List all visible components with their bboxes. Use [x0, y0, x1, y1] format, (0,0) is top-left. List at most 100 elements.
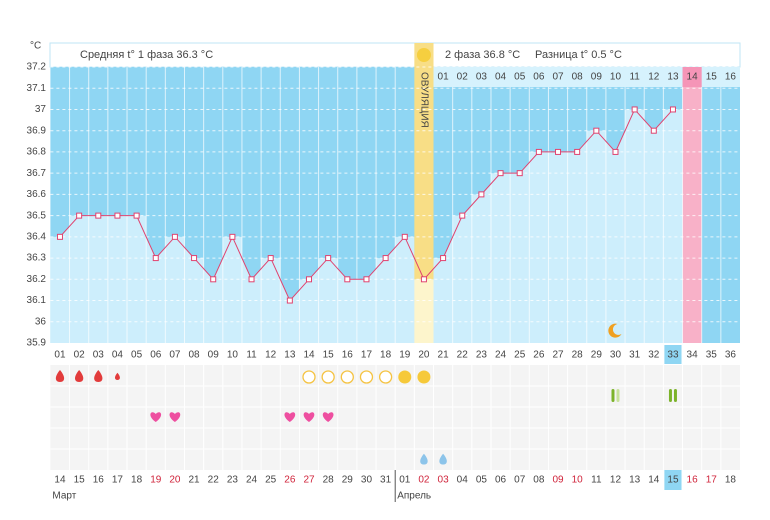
temperature-point: [344, 276, 351, 283]
moon: [608, 323, 622, 338]
temperature-point: [76, 212, 83, 219]
phase1-text: Средняя t° 1 фаза 36.3 °C: [80, 49, 213, 61]
y-tick-label: 36.7: [27, 168, 47, 179]
pill: [673, 389, 677, 402]
expected-column: [682, 67, 702, 343]
x-tick-label: 01: [54, 350, 66, 361]
y-tick-label: 36.5: [27, 210, 47, 221]
x-tick-label: 09: [208, 350, 220, 361]
y-tick-label: 36.6: [27, 189, 47, 200]
y-tick-label: 37: [35, 104, 47, 115]
date-label: 21: [189, 475, 201, 486]
date-label: 23: [227, 475, 239, 486]
discharge-drop: [420, 453, 428, 465]
luteal-label: 10: [610, 72, 622, 83]
temperature-point: [171, 233, 178, 240]
date-label: 13: [629, 475, 641, 486]
heart: [284, 412, 296, 422]
date-label: 05: [476, 475, 488, 486]
date-label: 10: [572, 475, 584, 486]
pill: [611, 389, 615, 402]
date-label: 07: [514, 475, 526, 486]
x-tick-label: 05: [131, 350, 143, 361]
luteal-label: 12: [648, 72, 660, 83]
date-label: 30: [361, 475, 373, 486]
luteal-label: 16: [725, 72, 737, 83]
header-box: [49, 42, 741, 68]
blood-drop: [74, 370, 84, 382]
temperature-point: [229, 233, 236, 240]
luteal-label: 07: [552, 72, 564, 83]
temperature-point: [95, 212, 102, 219]
date-label: 12: [610, 475, 622, 486]
date-label: 17: [112, 475, 124, 486]
date-label: 27: [303, 475, 315, 486]
unit-label: °C: [30, 41, 41, 52]
temperature-point: [497, 170, 504, 177]
discharge-drop: [439, 453, 447, 465]
date-label: 17: [706, 475, 718, 486]
date-label: 26: [284, 475, 296, 486]
x-tick-label: 32: [648, 350, 660, 361]
x-tick-label: 03: [93, 350, 105, 361]
date-label: 14: [54, 475, 66, 486]
luteal-label: 09: [591, 72, 603, 83]
x-tick-label: 36: [725, 350, 737, 361]
temperature-point: [669, 106, 676, 113]
date-label: 08: [533, 475, 545, 486]
y-tick-label: 36.2: [27, 274, 47, 285]
y-tick-label: 37.1: [27, 83, 47, 94]
date-label: 22: [208, 475, 220, 486]
luteal-label: 15: [706, 72, 718, 83]
circle-marker: [359, 370, 374, 384]
x-tick-label: 07: [169, 350, 181, 361]
x-tick-label: 06: [150, 350, 162, 361]
heart: [169, 412, 181, 422]
y-tick-label: 36.3: [27, 253, 47, 264]
heart: [303, 412, 315, 422]
date-label: 18: [131, 475, 143, 486]
luteal-label: 13: [667, 72, 679, 83]
phase2-text: 2 фаза 36.8 °C: [445, 49, 520, 61]
date-label: 20: [169, 475, 181, 486]
x-tick-label: 10: [227, 350, 239, 361]
x-tick-label: 02: [74, 350, 86, 361]
luteal-label: 05: [514, 72, 526, 83]
ovulation-column: [414, 43, 434, 280]
luteal-label: 06: [533, 72, 545, 83]
x-tick-label: 18: [380, 350, 392, 361]
temperature-point: [478, 191, 485, 198]
temperature-point: [56, 233, 63, 240]
temperature-point: [650, 127, 657, 134]
x-tick-label: 24: [495, 350, 507, 361]
luteal-label: 02: [457, 72, 469, 83]
luteal-label: 03: [476, 72, 488, 83]
x-tick-label: 31: [629, 350, 641, 361]
today-date-highlight: [664, 470, 682, 490]
x-tick-label: 17: [361, 350, 373, 361]
y-tick-label: 37.2: [27, 62, 47, 73]
date-label: 15: [667, 475, 679, 486]
luteal-label: 01: [438, 72, 450, 83]
x-tick-label: 04: [112, 350, 124, 361]
x-tick-label: 28: [572, 350, 584, 361]
date-label: 24: [246, 475, 258, 486]
x-tick-label: 20: [418, 350, 430, 361]
luteal-label: 04: [495, 72, 507, 83]
date-label: 31: [380, 475, 392, 486]
circle-marker: [378, 370, 393, 384]
date-label: 16: [687, 475, 699, 486]
y-tick-label: 36.4: [27, 231, 47, 242]
y-tick-label: 36.8: [27, 147, 47, 158]
temperature-point: [248, 276, 255, 283]
temperature-point: [440, 255, 447, 262]
x-tick-label: 30: [610, 350, 622, 361]
blood-drop-small: [114, 372, 120, 380]
date-label: 09: [552, 475, 564, 486]
temperature-point: [363, 276, 370, 283]
temperature-point: [306, 276, 312, 283]
x-tick-label: 29: [591, 350, 603, 361]
temperature-point: [114, 212, 121, 219]
temperature-point: [191, 255, 198, 262]
x-tick-label: 19: [399, 350, 411, 361]
